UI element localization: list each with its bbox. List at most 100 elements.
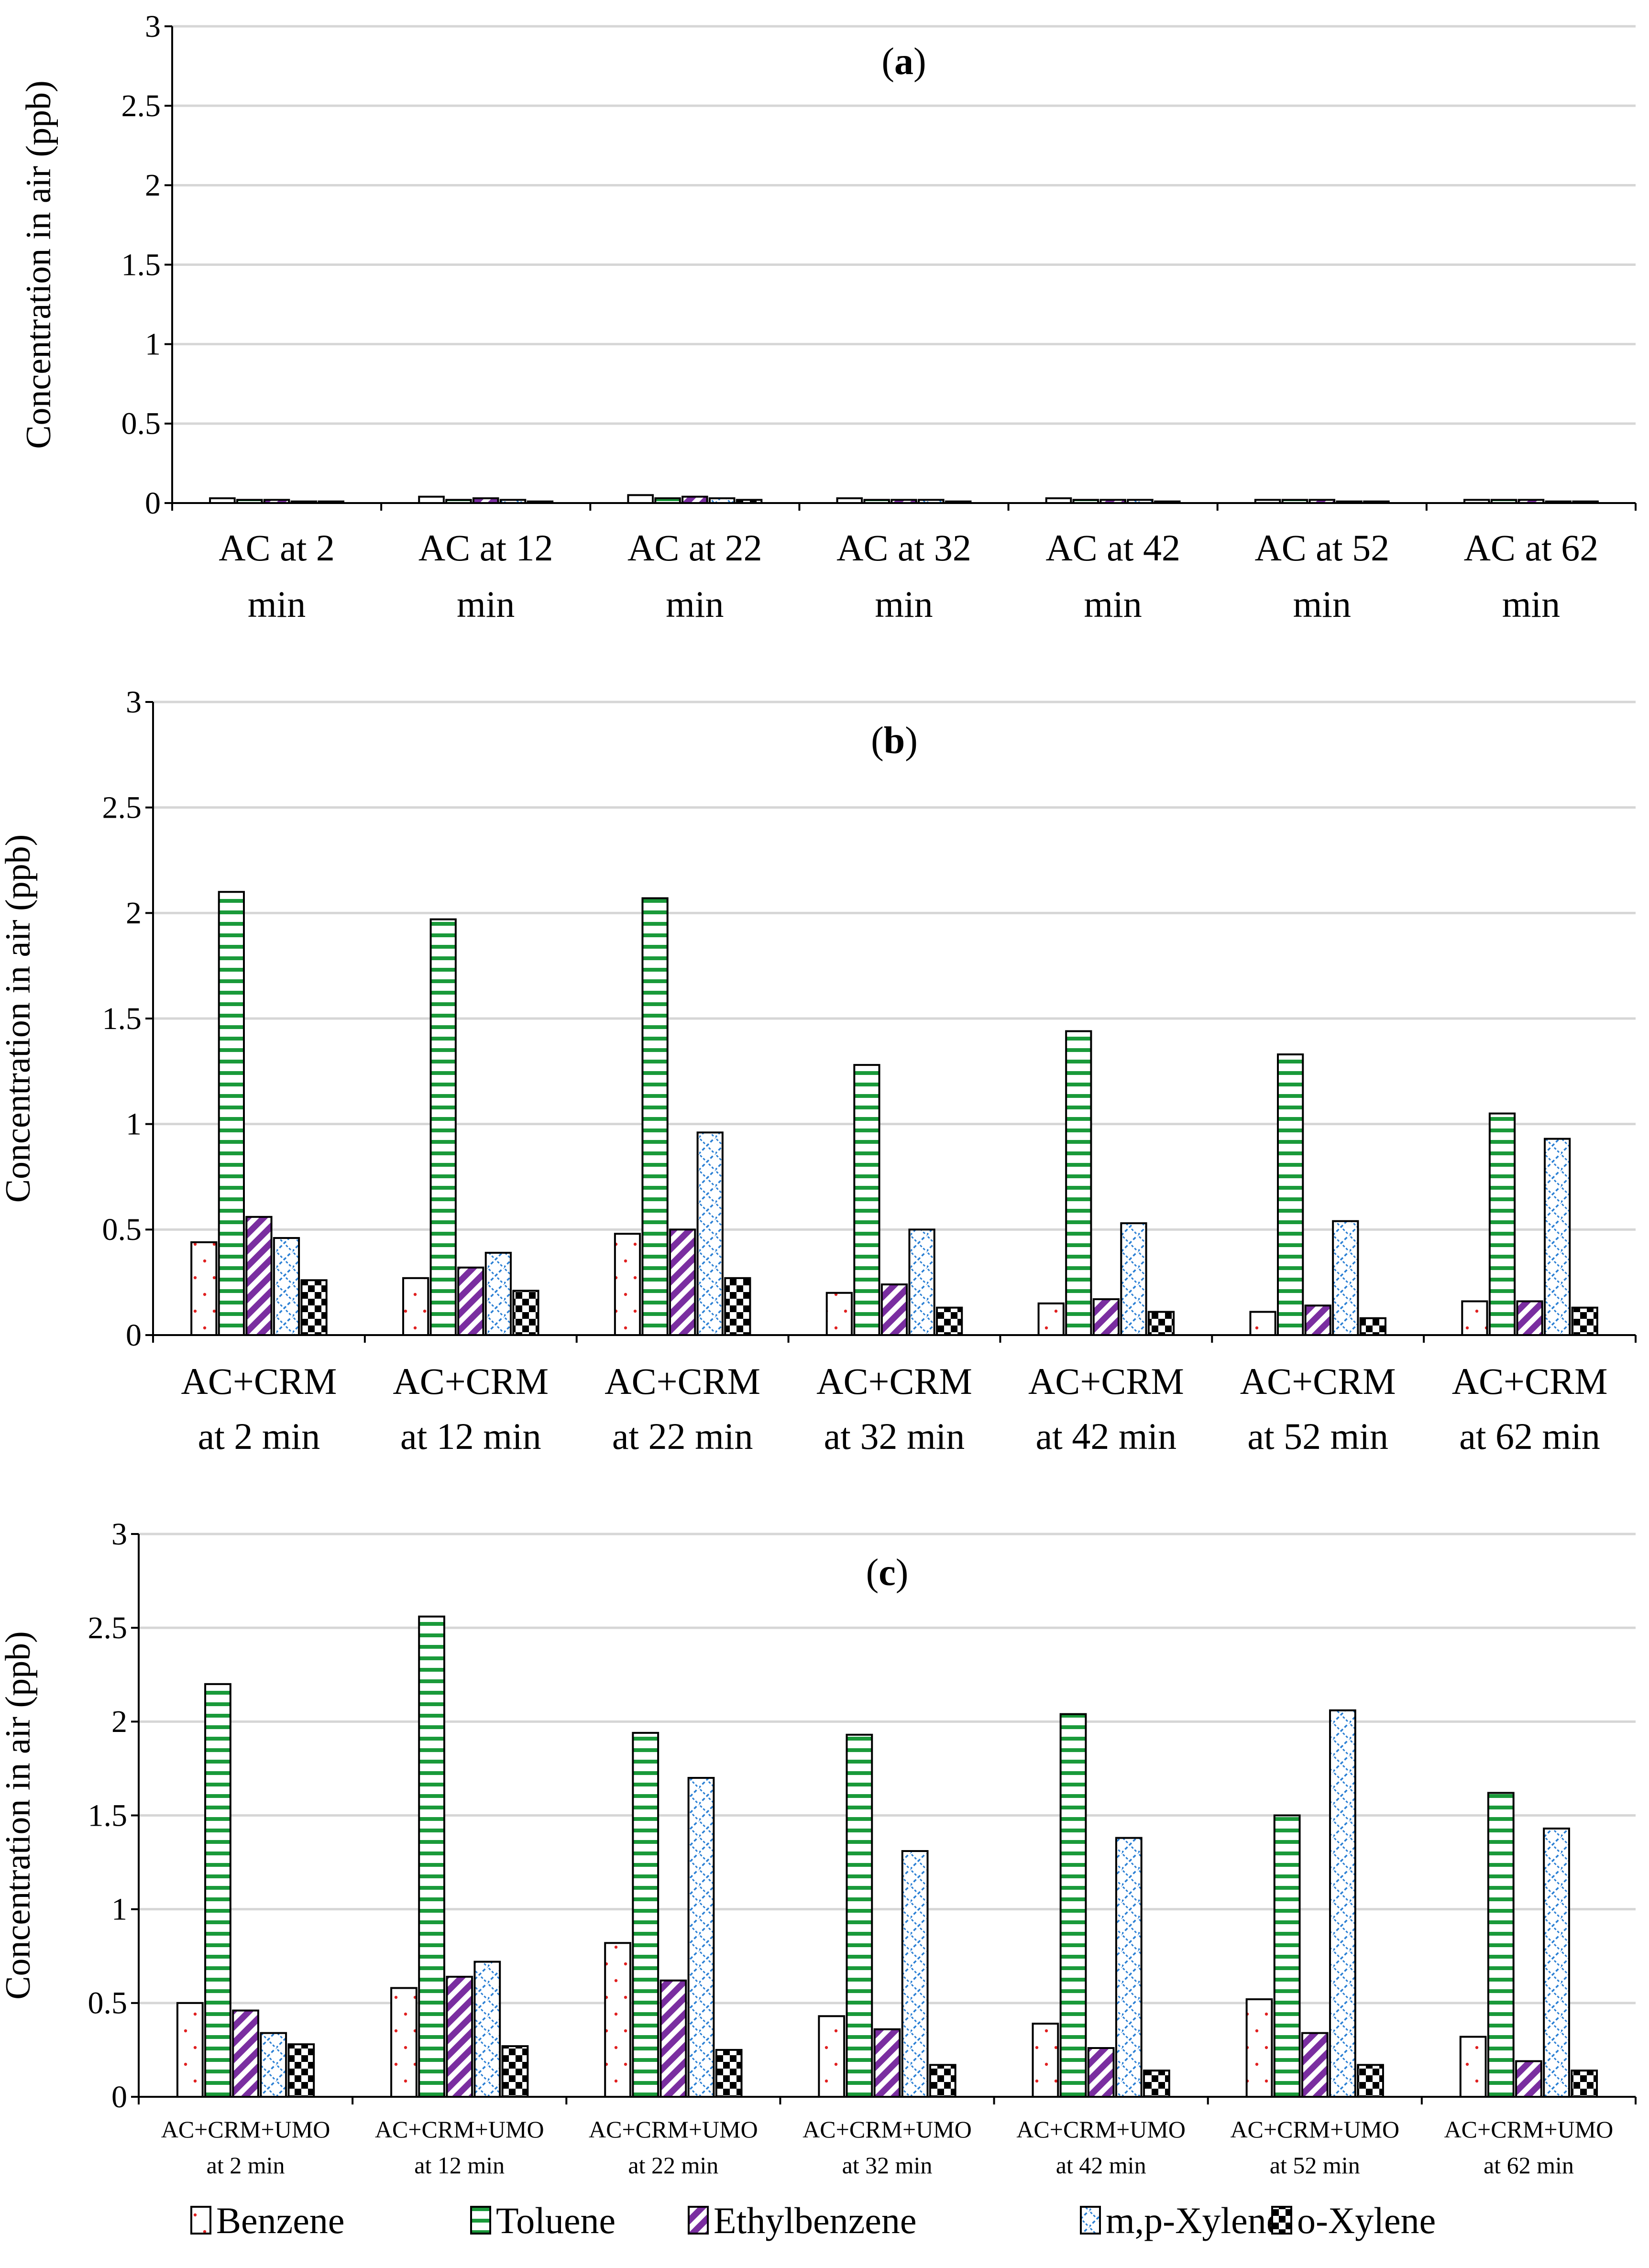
bar-o-xylene bbox=[1143, 2070, 1170, 2098]
x-tick-label: AC+CRM+UMO bbox=[161, 2116, 330, 2143]
bar-o-xylene bbox=[1154, 500, 1181, 504]
legend-swatch bbox=[688, 2206, 709, 2235]
x-tick-label: AC+CRM+UMO bbox=[803, 2116, 972, 2143]
bar-o-xylene bbox=[501, 2045, 529, 2098]
legend-label: Toluene bbox=[496, 2200, 616, 2241]
bar-benzene bbox=[627, 494, 654, 504]
bar-ethylbenzene bbox=[682, 495, 708, 504]
bar-ethylbenzene bbox=[660, 1979, 687, 2098]
bar-toluene bbox=[1277, 1053, 1304, 1336]
legend-swatch bbox=[1080, 2206, 1101, 2235]
bar-ethylbenzene bbox=[873, 2028, 901, 2098]
legend-label: Ethylbenzene bbox=[714, 2200, 916, 2241]
bar-m-p-xylene bbox=[1543, 1827, 1570, 2098]
bar-toluene bbox=[863, 499, 890, 504]
bar-benzene bbox=[1254, 499, 1281, 504]
bar-benzene bbox=[1045, 497, 1072, 504]
bar-m-p-xylene bbox=[473, 1961, 501, 2098]
bar-benzene bbox=[825, 1292, 853, 1337]
bar-toluene bbox=[429, 918, 457, 1337]
bar-toluene bbox=[846, 1733, 873, 2098]
x-tick-label: AC at 2 bbox=[219, 527, 335, 569]
bar-toluene bbox=[218, 891, 245, 1336]
x-tick-label: min bbox=[875, 583, 933, 625]
bar-o-xylene bbox=[945, 500, 972, 504]
x-tick-label: at 32 min bbox=[842, 2152, 933, 2179]
bar-o-xylene bbox=[1359, 1317, 1386, 1337]
panel-label: (c) bbox=[866, 1552, 909, 1594]
panel-label: (b) bbox=[871, 720, 918, 762]
bar-benzene bbox=[614, 1233, 641, 1336]
bar-toluene bbox=[654, 497, 681, 504]
y-tick-label: 2 bbox=[111, 1704, 127, 1739]
y-tick-label: 2.5 bbox=[88, 1611, 128, 1645]
x-tick-label: at 62 min bbox=[1484, 2152, 1574, 2179]
y-tick-label: 0 bbox=[145, 486, 161, 521]
y-tick-label: 1 bbox=[145, 327, 161, 362]
y-tick-label: 0.5 bbox=[102, 1212, 142, 1247]
bar-m-p-xylene bbox=[484, 1251, 512, 1336]
bar-benzene bbox=[1032, 2022, 1059, 2098]
x-tick-label: at 32 min bbox=[824, 1415, 965, 1457]
y-tick-label: 0.5 bbox=[88, 1986, 128, 2021]
x-tick-label: at 2 min bbox=[207, 2152, 285, 2179]
y-tick-label: 0 bbox=[126, 1318, 142, 1353]
y-axis-label: Concentration in air (ppb) bbox=[19, 80, 58, 449]
bar-ethylbenzene bbox=[472, 497, 499, 504]
x-tick-label: at 42 min bbox=[1036, 1415, 1177, 1457]
x-tick-label: AC+CRM bbox=[1240, 1360, 1396, 1402]
bar-toluene bbox=[1487, 1792, 1515, 2098]
x-tick-label: at 22 min bbox=[612, 1415, 753, 1457]
bar-o-xylene bbox=[318, 500, 345, 504]
bar-ethylbenzene bbox=[446, 1975, 473, 2098]
x-tick-label: min bbox=[248, 583, 306, 625]
x-tick-label: AC+CRM+UMO bbox=[1444, 2116, 1614, 2143]
x-tick-label: min bbox=[457, 583, 515, 625]
y-tick-label: 1 bbox=[111, 1892, 127, 1927]
x-tick-label: at 22 min bbox=[628, 2152, 718, 2179]
bar-benzene bbox=[836, 497, 863, 504]
x-tick-label: AC+CRM+UMO bbox=[1230, 2116, 1399, 2143]
x-tick-label: min bbox=[1293, 583, 1351, 625]
bar-o-xylene bbox=[1363, 500, 1390, 504]
bar-ethylbenzene bbox=[457, 1266, 484, 1337]
bar-m-p-xylene bbox=[1332, 1220, 1359, 1336]
bar-ethylbenzene bbox=[1516, 1300, 1543, 1337]
bar-o-xylene bbox=[512, 1290, 539, 1337]
bar-o-xylene bbox=[1571, 2070, 1598, 2098]
bar-o-xylene bbox=[736, 499, 763, 504]
chart-panel-2: 0 0.5 1 1.5 2 2.5 3 Concentration in air (ppb) (… bbox=[0, 685, 1637, 1457]
bar-m-p-xylene bbox=[908, 1228, 935, 1336]
bar-toluene bbox=[1281, 499, 1308, 504]
x-tick-label: at 12 min bbox=[414, 2152, 505, 2179]
bar-benzene bbox=[190, 1241, 218, 1336]
bar-o-xylene bbox=[527, 500, 554, 504]
x-tick-label: AC at 32 bbox=[836, 527, 971, 569]
bar-o-xylene bbox=[1357, 2064, 1384, 2098]
x-tick-label: min bbox=[1502, 583, 1560, 625]
x-tick-label: min bbox=[1084, 583, 1142, 625]
x-tick-label: at 62 min bbox=[1459, 1415, 1600, 1457]
y-tick-label: 2.5 bbox=[102, 790, 142, 825]
x-tick-label: AC at 12 bbox=[418, 527, 553, 569]
y-tick-label: 2 bbox=[126, 896, 142, 931]
chart-panel-3: 0 0.5 1 1.5 2 2.5 3 Concentration in air (ppb) (… bbox=[0, 1517, 1637, 2179]
y-tick-label: 3 bbox=[126, 685, 142, 720]
bar-ethylbenzene bbox=[1092, 1298, 1120, 1337]
x-tick-label: at 52 min bbox=[1270, 2152, 1360, 2179]
bar-benzene bbox=[402, 1277, 429, 1337]
legend-label: m,p-Xylene bbox=[1106, 2200, 1283, 2241]
x-tick-label: at 12 min bbox=[400, 1415, 541, 1457]
bar-toluene bbox=[1065, 1030, 1092, 1336]
legend: Benzene Toluene Ethylbenzene m,p-Xylene o-Xy… bbox=[190, 2200, 1436, 2241]
x-tick-label: at 2 min bbox=[198, 1415, 320, 1457]
bar-toluene bbox=[1072, 499, 1099, 504]
bar-o-xylene bbox=[1147, 1311, 1175, 1337]
x-tick-label: AC+CRM bbox=[1452, 1360, 1608, 1402]
x-tick-label: AC+CRM bbox=[605, 1360, 760, 1402]
bar-benzene bbox=[1461, 1300, 1488, 1337]
y-axis-label: Concentration in air (ppb) bbox=[0, 1631, 38, 2000]
bar-benzene bbox=[1245, 1998, 1273, 2098]
bar-toluene bbox=[853, 1064, 880, 1336]
bar-o-xylene bbox=[929, 2064, 956, 2098]
